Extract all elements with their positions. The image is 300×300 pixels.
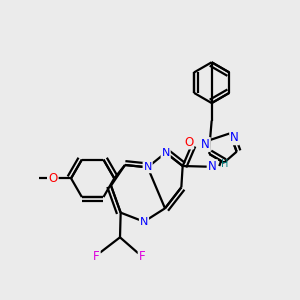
Text: O: O xyxy=(184,136,193,148)
Text: F: F xyxy=(139,250,145,263)
Text: N: N xyxy=(208,160,217,173)
Text: F: F xyxy=(93,250,100,263)
Text: N: N xyxy=(230,131,239,144)
Text: H: H xyxy=(221,159,228,169)
Text: N: N xyxy=(140,217,148,227)
Text: N: N xyxy=(143,162,152,172)
Text: O: O xyxy=(48,172,58,185)
Text: N: N xyxy=(201,138,210,151)
Text: N: N xyxy=(161,148,170,158)
